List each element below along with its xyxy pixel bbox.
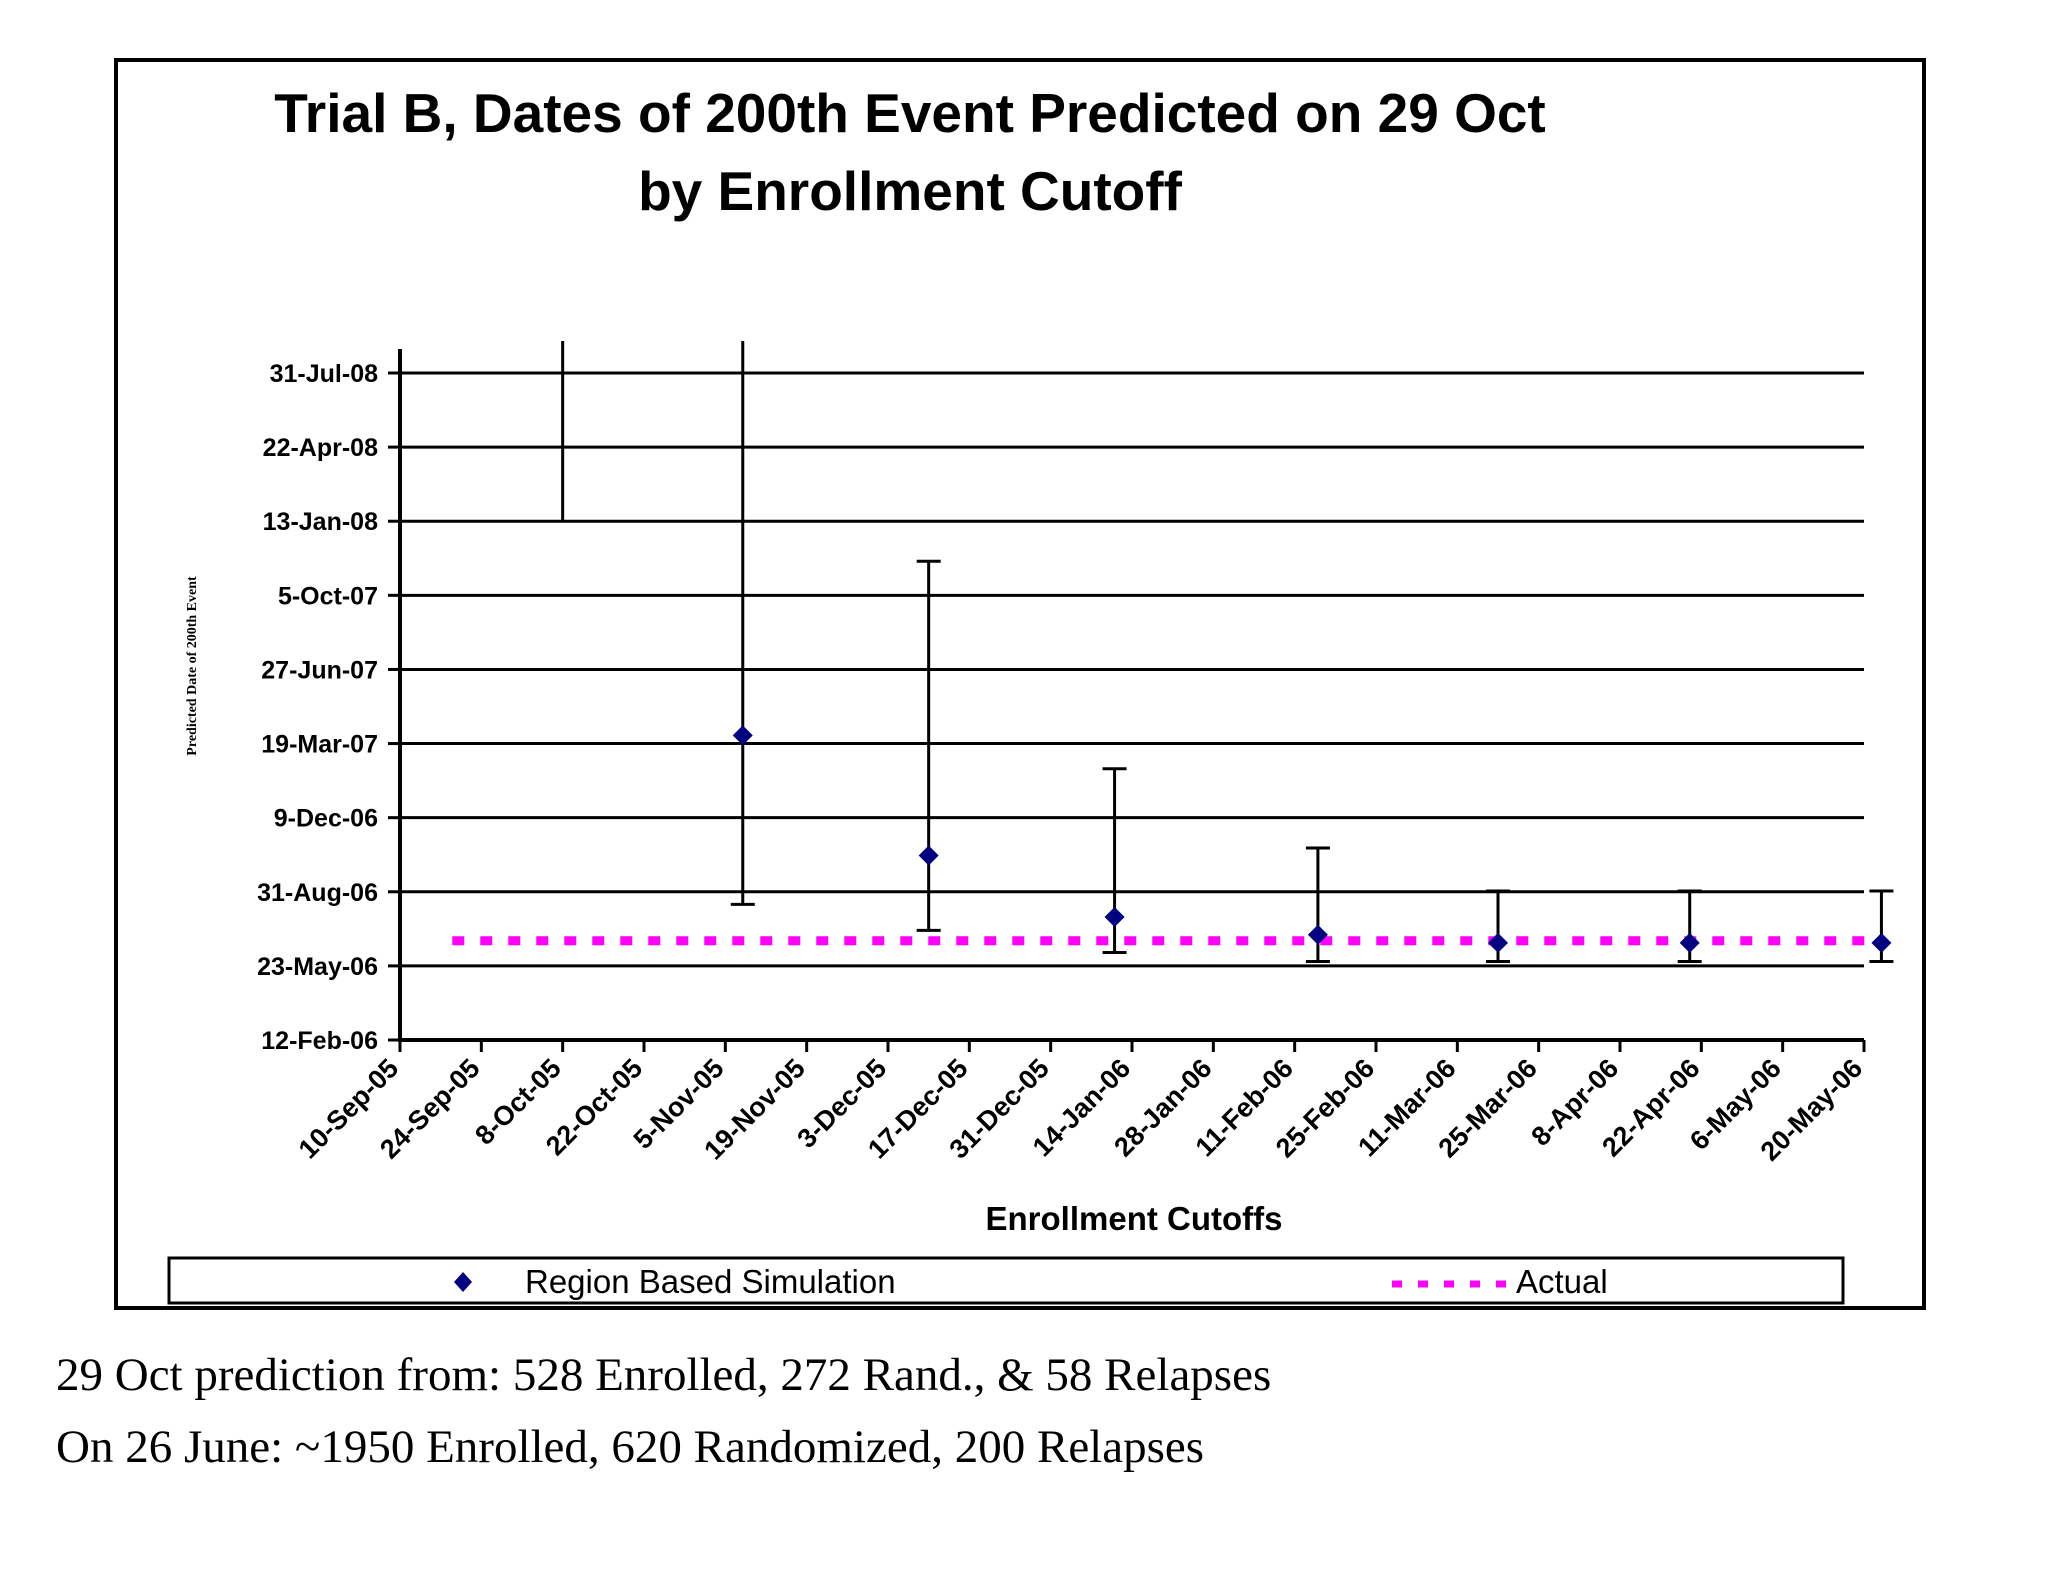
- data-point: [1307, 924, 1328, 945]
- y-tick-label: 13-Jan-08: [263, 508, 378, 536]
- x-axis-label: Enrollment Cutoffs: [986, 1200, 1283, 1237]
- data-point: [1488, 932, 1508, 953]
- data-point: [1871, 932, 1892, 953]
- y-tick-label: 12-Feb-06: [261, 1027, 378, 1055]
- data-point: [1104, 906, 1125, 927]
- gridlines: [388, 371, 1864, 1042]
- y-tick-label: 22-Apr-08: [263, 434, 378, 462]
- axis-labels: Enrollment Cutoffs Predicted Date of 200t…: [185, 576, 1282, 1237]
- x-tick-labels: 10-Sep-0524-Sep-058-Oct-0522-Oct-055-Nov…: [293, 1053, 1868, 1167]
- legend: Region Based Simulation Actual: [167, 1256, 1845, 1305]
- y-tick-label: 5-Oct-07: [278, 582, 378, 610]
- y-tick-label: 9-Dec-06: [274, 805, 378, 833]
- legend-marker-simulation: [454, 1272, 472, 1292]
- y-tick-label: 27-Jun-07: [261, 656, 378, 684]
- chart-title-line: by Enrollment Cutoff: [638, 160, 1183, 222]
- chart-title-line: Trial B, Dates of 200th Event Predicted …: [274, 82, 1546, 144]
- y-tick-label: 31-Jul-08: [270, 360, 378, 388]
- chart-frame: [114, 58, 1926, 1310]
- y-tick-label: 23-May-06: [257, 953, 378, 981]
- data-point: [1679, 932, 1700, 953]
- caption-enrollment-june: On 26 June: ~1950 Enrolled, 620 Randomiz…: [56, 1421, 1205, 1473]
- y-axis-label: Predicted Date of 200th Event: [185, 576, 200, 756]
- legend-label-actual: Actual: [1516, 1263, 1608, 1300]
- y-tick-labels: 12-Feb-06 23-May-06 31-Aug-06 9-Dec-06 19-Ma…: [257, 360, 378, 1055]
- legend-label-simulation: Region Based Simulation: [525, 1263, 896, 1300]
- chart-title: Trial B, Dates of 200th Event Predicted …: [274, 82, 1546, 222]
- data-point: [732, 725, 753, 746]
- y-tick-label: 31-Aug-06: [257, 879, 378, 907]
- y-tick-label: 19-Mar-07: [261, 731, 378, 759]
- axes: [398, 349, 1866, 1052]
- simulation-series: [561, 341, 1894, 963]
- data-point: [918, 845, 939, 866]
- legend-box: [167, 1256, 1845, 1305]
- caption-enrollment-oct: 29 Oct prediction from: 528 Enrolled, 27…: [56, 1349, 1272, 1401]
